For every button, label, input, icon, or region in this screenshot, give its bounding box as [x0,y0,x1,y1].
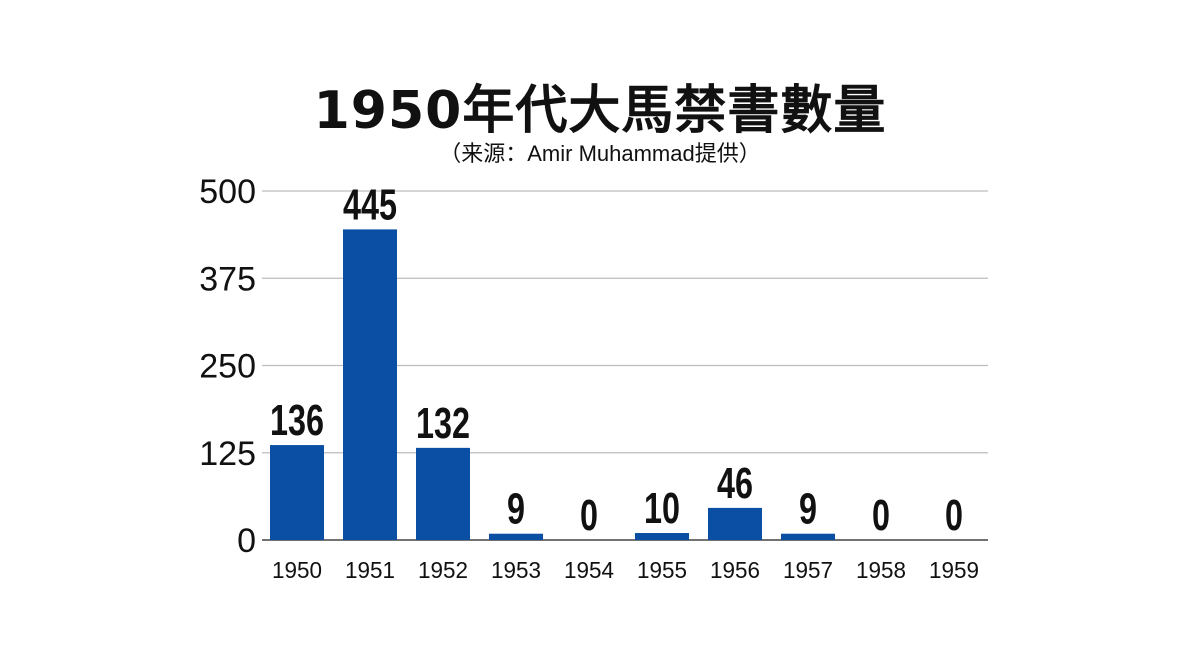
bar [416,447,470,540]
data-label: 9 [799,485,817,534]
data-label: 0 [580,491,598,540]
data-label: 0 [945,491,963,540]
data-label: 0 [872,491,890,540]
y-tick-label: 500 [199,173,256,211]
x-tick-label: 1958 [856,557,906,583]
data-label: 445 [343,180,397,229]
x-tick-label: 1956 [710,557,760,583]
bar [708,507,762,540]
bar [270,445,324,540]
y-tick-label: 0 [237,522,256,560]
x-tick-label: 1959 [929,557,979,583]
y-tick-label: 250 [199,348,256,386]
x-tick-label: 1950 [272,557,322,583]
data-label: 10 [644,484,680,533]
x-tick-label: 1953 [491,557,541,583]
x-tick-label: 1957 [783,557,833,583]
y-tick-label: 125 [199,435,256,473]
bar [343,229,397,540]
chart-title: 1950年代大馬禁書數量 [313,81,887,141]
x-tick-label: 1952 [418,557,468,583]
chart-subtitle: （来源：Amir Muhammad提供） [439,141,761,166]
data-label: 136 [270,396,324,445]
bar [781,533,835,540]
x-tick-label: 1954 [564,557,614,583]
bar [489,533,543,540]
x-tick-label: 1951 [345,557,395,583]
bar [635,533,689,540]
x-tick-label: 1955 [637,557,687,583]
data-label: 132 [416,399,470,448]
data-label: 46 [717,459,753,508]
y-tick-label: 375 [199,260,256,298]
data-label: 9 [507,485,525,534]
